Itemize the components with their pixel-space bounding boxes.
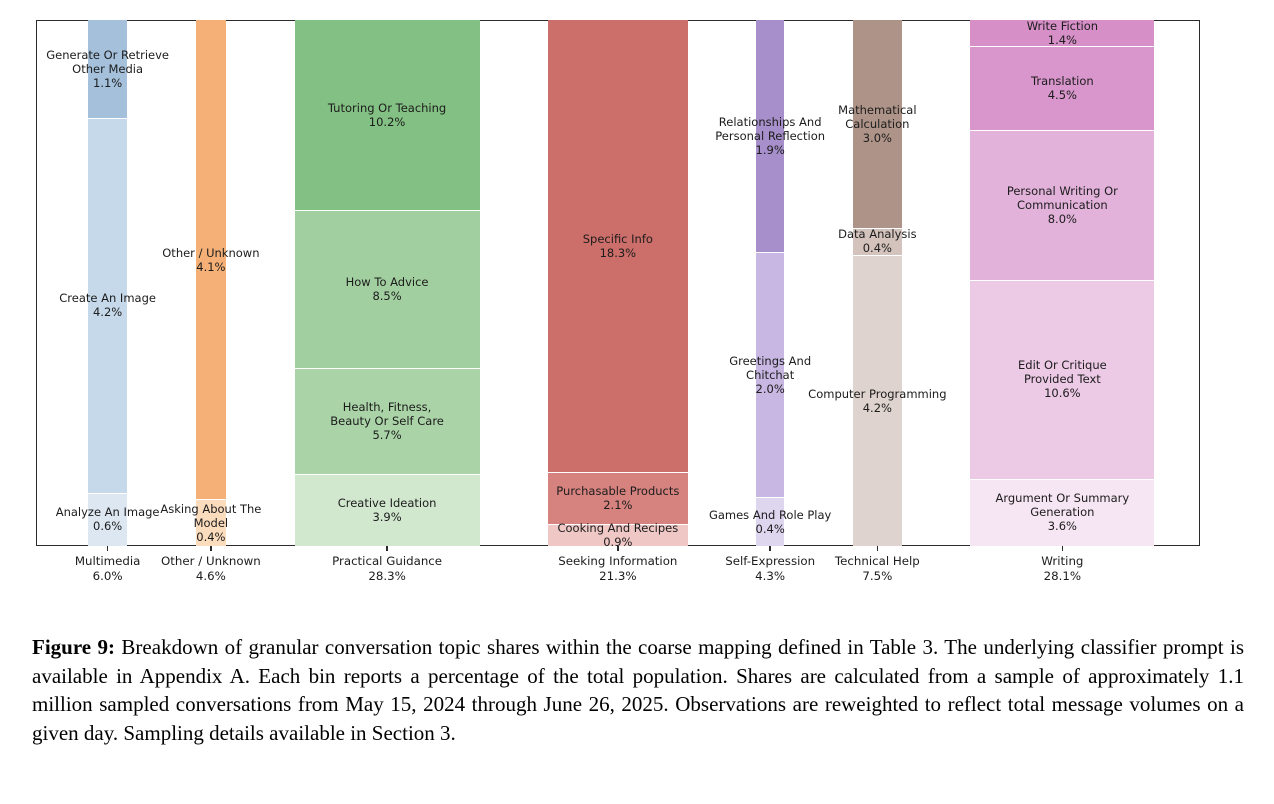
mosaic-column-multimedia	[88, 20, 128, 546]
mosaic-segment-relationships-and-personal-reflection	[756, 20, 785, 253]
x-axis-label-practical-guidance: Practical Guidance 28.3%	[332, 554, 443, 583]
mosaic-segment-how-to-advice	[294, 209, 480, 368]
figure-caption-label: Figure 9:	[32, 635, 116, 659]
mosaic-segment-analyze-an-image	[88, 492, 128, 546]
mosaic-segment-tutoring-or-teaching	[294, 20, 480, 210]
mosaic-segment-generate-or-retrieve-other-media	[88, 20, 128, 119]
mosaic-column-technical-help	[852, 20, 902, 546]
x-axis-tick	[210, 546, 212, 551]
mosaic-column-seeking-information	[548, 20, 688, 546]
mosaic-segment-create-an-image	[88, 118, 128, 493]
x-axis-tick	[876, 546, 879, 551]
mosaic-segment-data-analysis	[852, 227, 902, 256]
x-axis-tick	[1061, 546, 1064, 551]
x-axis-label-technical-help: Technical Help 7.5%	[834, 554, 920, 583]
mosaic-segment-games-and-role-play	[756, 497, 785, 546]
mosaic-segment-personal-writing-or-communication	[970, 130, 1155, 281]
mosaic-segment-health-fitness-beauty-or-self-care	[294, 367, 480, 474]
mosaic-segment-cooking-and-recipes	[548, 523, 688, 546]
mosaic-segment-translation	[970, 46, 1155, 131]
x-axis-label-other-unknown: Other / Unknown 4.6%	[161, 554, 261, 583]
mosaic-segment-mathematical-calculation	[852, 20, 902, 228]
x-axis-label-writing: Writing 28.1%	[1041, 554, 1084, 583]
mosaic-column-self-expression	[756, 20, 785, 546]
mosaic-segment-write-fiction	[970, 20, 1155, 47]
x-axis-label-multimedia: Multimedia 6.0%	[74, 554, 141, 583]
mosaic-segment-other-unknown	[195, 20, 226, 500]
x-axis-label-seeking-information: Seeking Information 21.3%	[558, 554, 678, 583]
x-axis-tick	[617, 546, 619, 551]
mosaic-segment-purchasable-products	[548, 471, 688, 524]
mosaic-segment-specific-info	[548, 20, 688, 472]
mosaic-column-other-unknown	[195, 20, 226, 546]
mosaic-column-writing	[970, 20, 1155, 546]
mosaic-segment-creative-ideation	[294, 473, 480, 546]
mosaic-segment-greetings-and-chitchat	[756, 252, 785, 498]
mosaic-column-practical-guidance	[294, 20, 480, 546]
x-axis-tick	[106, 546, 109, 551]
x-axis-label-self-expression: Self-Expression 4.3%	[725, 554, 816, 583]
topic-mosaic-chart: Generate Or Retrieve Other Media 1.1% Creat…	[36, 19, 1200, 583]
mosaic-segment-asking-about-the-model	[195, 499, 226, 546]
x-axis-tick	[769, 546, 771, 551]
mosaic-segment-argument-or-summary-generation	[970, 478, 1155, 546]
mosaic-segment-computer-programming	[852, 255, 902, 546]
x-axis-tick	[386, 546, 388, 551]
figure-caption-text: Breakdown of granular conversation topic…	[32, 635, 1244, 745]
figure-caption: Figure 9: Breakdown of granular conversa…	[32, 633, 1244, 747]
mosaic-segment-edit-or-critique-provided-text	[970, 280, 1155, 479]
